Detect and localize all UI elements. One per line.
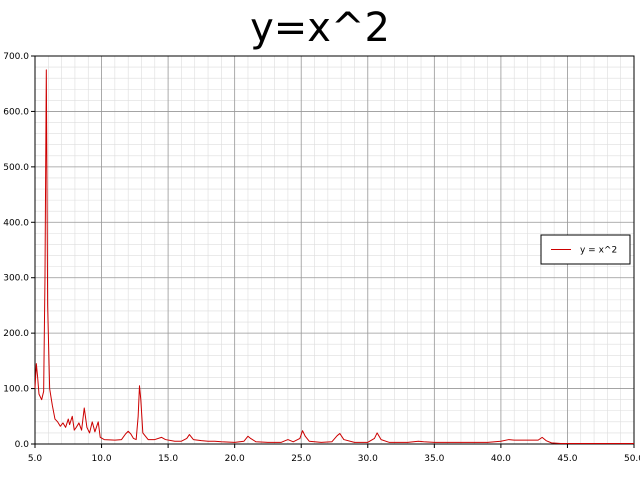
x-tick-label: 20.0 [225,454,245,464]
series-layer [34,69,634,444]
x-tick-label: 5.0 [28,454,43,464]
axis-ticks [31,55,635,448]
legend: y = x^2 [540,234,631,265]
x-tick-label: 15.0 [158,454,178,464]
x-tick-label: 35.0 [424,454,444,464]
x-tick-label: 10.0 [92,454,112,464]
y-tick-label: 100.0 [3,385,29,395]
x-tick-label: 40.0 [491,454,511,464]
x-tick-label: 50.0 [624,454,640,464]
x-tick-label: 25.0 [291,454,311,464]
y-tick-label: 0.0 [15,440,30,450]
x-tick-label: 45.0 [557,454,577,464]
y-tick-label: 600.0 [3,107,29,117]
y-tick-label: 400.0 [3,218,29,228]
legend-entry-label: y = x^2 [580,246,617,256]
y-axis-tick-labels: 0.0 100.0 200.0 300.0 400.0 500.0 600.0 700.0 [3,52,29,450]
chart-title: y=x^2 [250,5,390,51]
y-tick-label: 500.0 [3,163,29,173]
x-axis-tick-labels: 5.0 10.0 15.0 20.0 25.0 30.0 35.0 40.0 45.0 50.0 [28,454,640,464]
y-tick-label: 700.0 [3,52,29,62]
plot-area-border [34,55,635,445]
series-line [34,69,634,444]
y-tick-label: 300.0 [3,274,29,284]
x-tick-label: 30.0 [358,454,378,464]
y-tick-label: 200.0 [3,329,29,339]
